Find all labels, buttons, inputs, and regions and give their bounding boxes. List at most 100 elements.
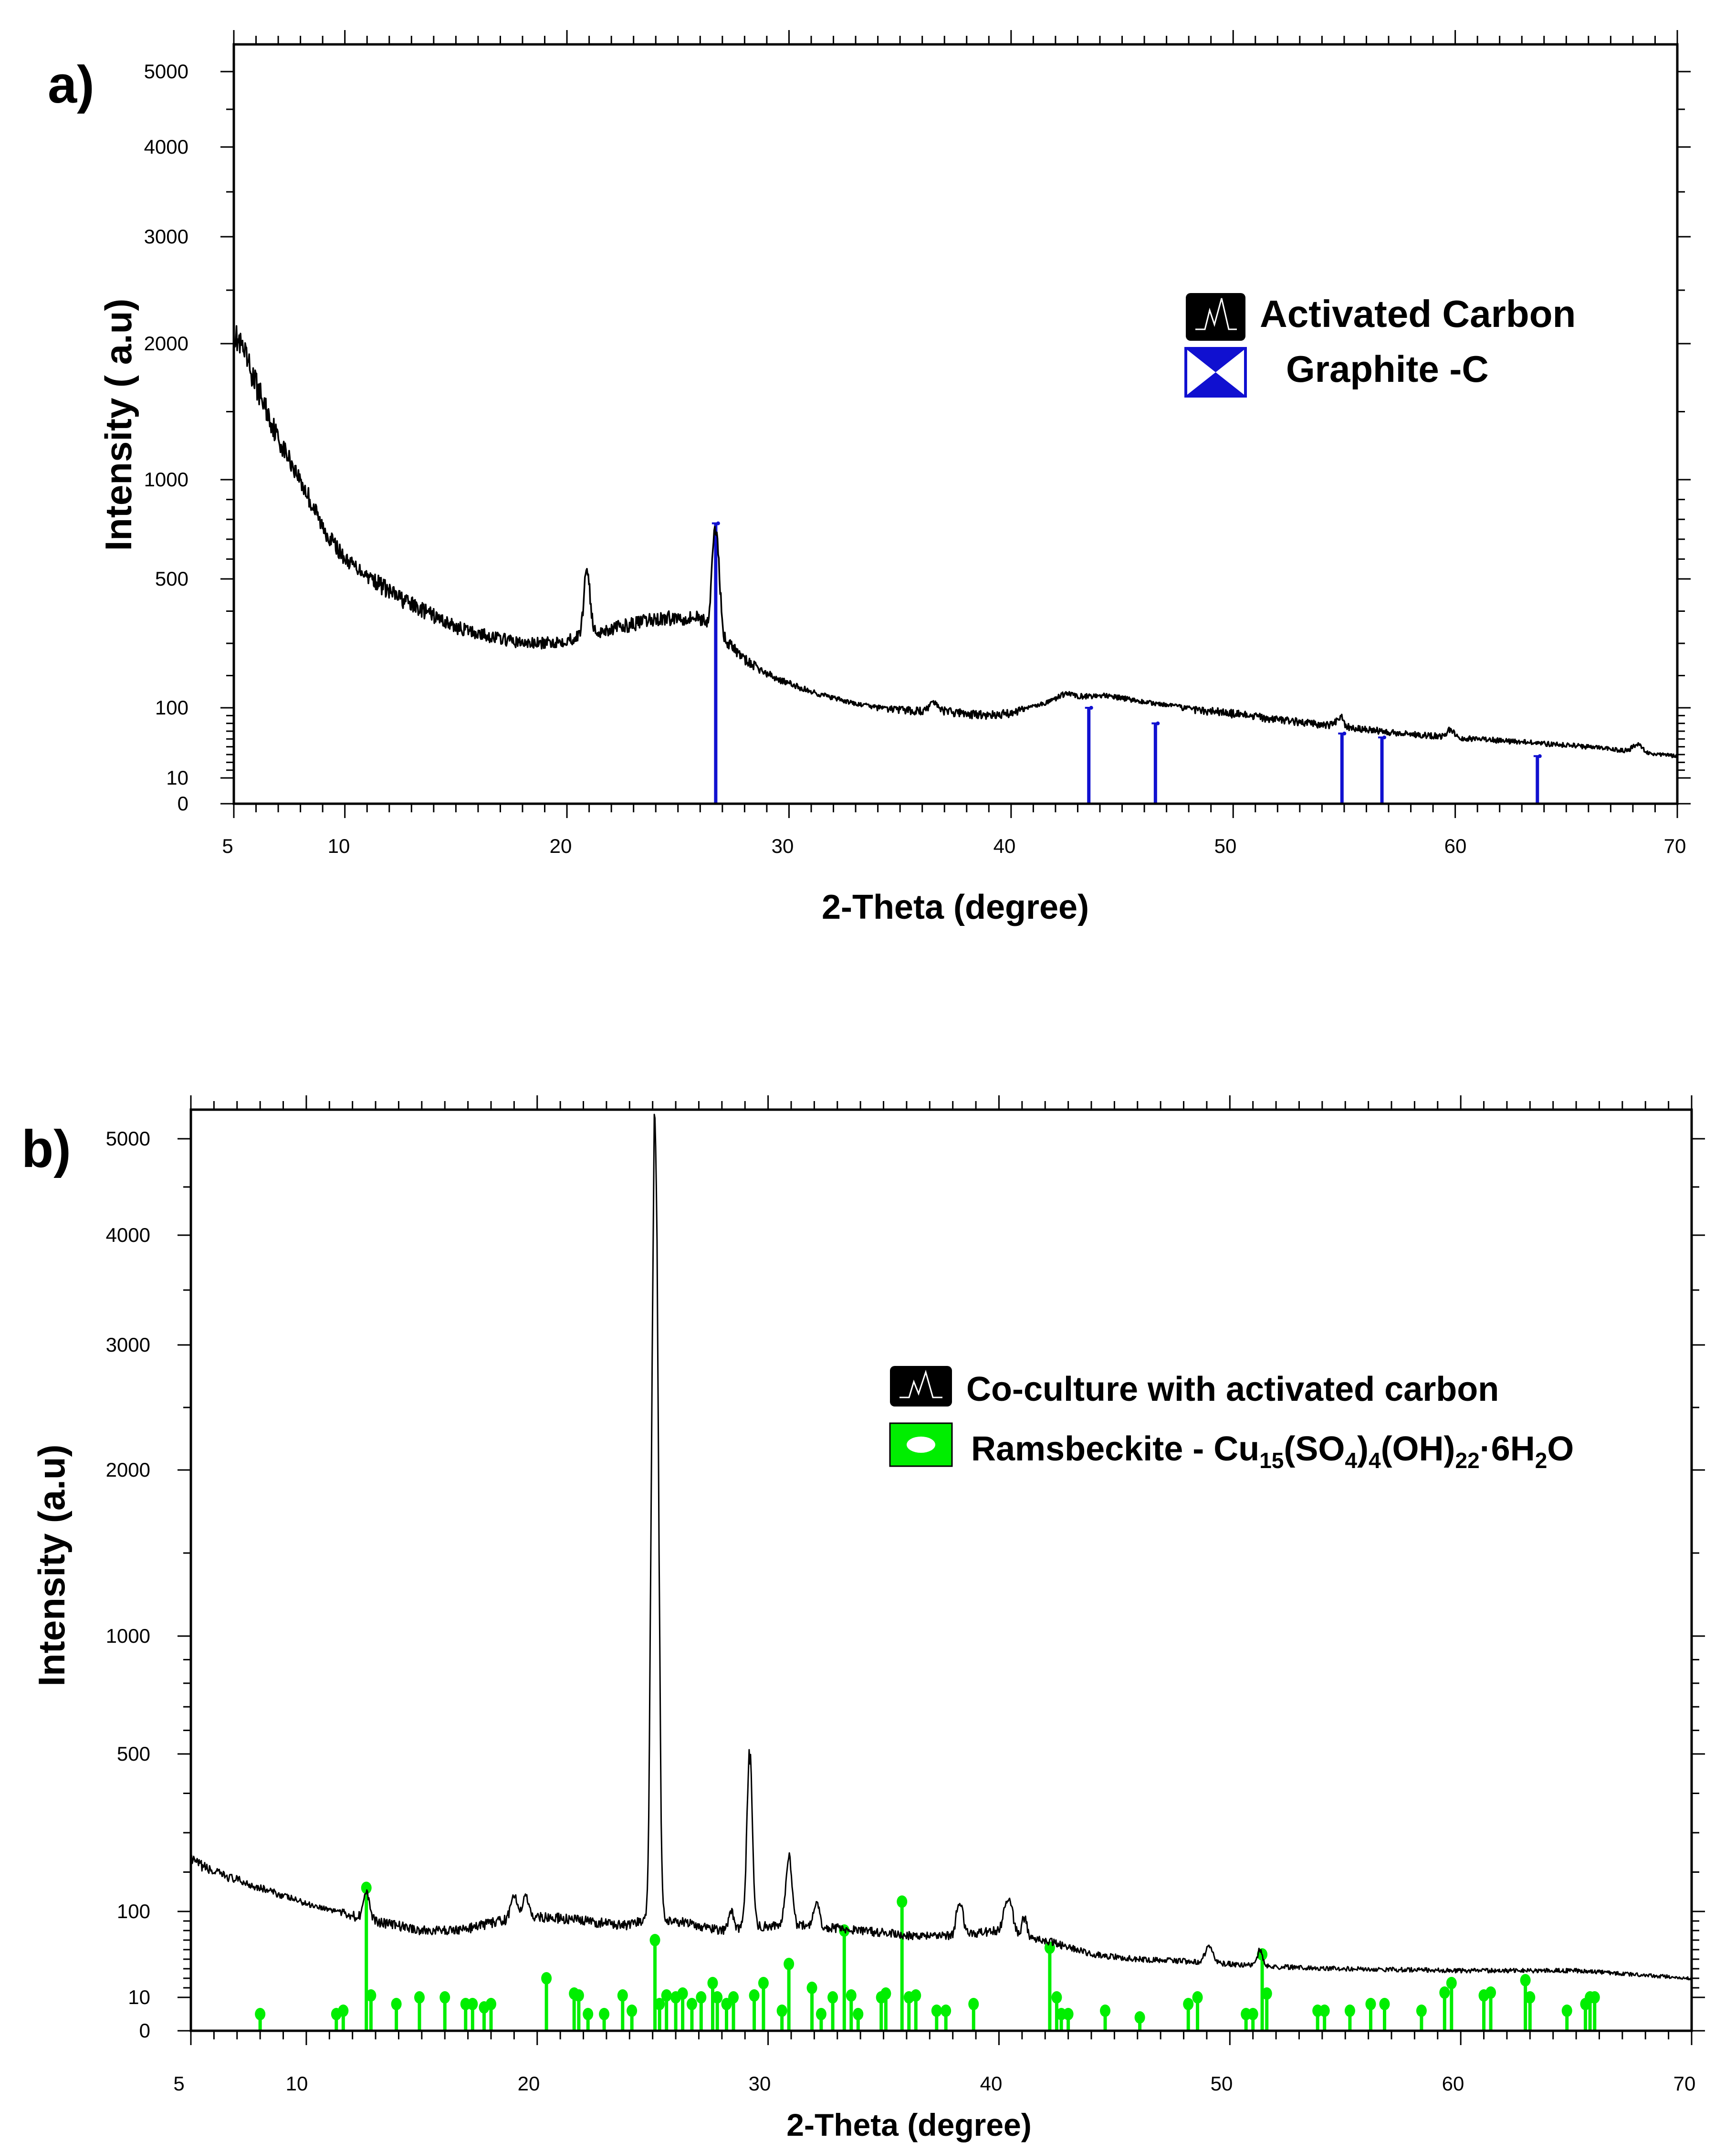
- reference-stick-marker: [1446, 1977, 1457, 1989]
- xrd-pattern-icon: [1186, 293, 1245, 341]
- y-tick-label: 1000: [106, 1625, 150, 1647]
- ramsbeckite-reference-sticks: [255, 1881, 1600, 2031]
- reference-stick-marker: [1100, 2005, 1111, 2017]
- x-tick-label: 5: [173, 2072, 184, 2095]
- y-tick-label: 2000: [144, 332, 188, 355]
- panel-a-y-tick-labels: 0 10 100 500 1000 2000 3000 4000 5000: [144, 60, 188, 815]
- formula-sub: 15: [1259, 1448, 1284, 1473]
- x-tick-label: 60: [1444, 835, 1467, 857]
- y-tick-label: 100: [155, 696, 188, 719]
- reference-stick-marker: [1247, 2008, 1258, 2020]
- xrd-pattern-icon-trace: [1195, 298, 1237, 330]
- y-tick-label: 1000: [144, 468, 188, 491]
- reference-stick-marker: [627, 2005, 638, 2017]
- legend-label-co-culture: Co-culture with activated carbon: [966, 1370, 1499, 1408]
- graphite-reference-sticks: [711, 521, 1542, 804]
- reference-stick-marker: [1382, 735, 1387, 740]
- y-tick-label: 0: [178, 792, 188, 815]
- legend-item-activated-carbon: Activated Carbon: [1186, 293, 1576, 341]
- reference-stick-marker: [1525, 1991, 1536, 2004]
- panel-a-x-tick-labels: 5 10 20 30 40 50 60 70: [222, 835, 1686, 857]
- reference-stick-marker: [931, 2005, 942, 2017]
- y-tick-label: 4000: [144, 136, 188, 158]
- reference-stick-marker: [1134, 2011, 1145, 2024]
- reference-stick-marker: [776, 2005, 787, 2017]
- legend-label-activated-carbon: Activated Carbon: [1260, 293, 1576, 335]
- xrd-pattern-icon-trace: [899, 1369, 942, 1398]
- legend-item-graphite: Graphite -C: [1184, 347, 1489, 398]
- reference-stick-marker: [758, 1977, 769, 1989]
- reference-stick-marker: [1183, 1998, 1194, 2010]
- panel-label-b: b): [21, 1120, 71, 1178]
- panel-b-tick-marks: [178, 1095, 1705, 2045]
- panel-b-plot-frame: [189, 1108, 1693, 2032]
- x-tick-label: 40: [993, 835, 1016, 857]
- x-tick-label: 30: [772, 835, 794, 857]
- panel-a-chart: a) 5 10 20 30 40 50 60 70 0 10 100 500 1000 2000 3000…: [48, 30, 1691, 926]
- y-tick-label: 100: [117, 1900, 150, 1922]
- reference-stick-marker: [255, 2008, 266, 2020]
- reference-stick-marker: [583, 2008, 594, 2020]
- x-tick-label: 50: [1214, 835, 1237, 857]
- formula-part: O: [1547, 1430, 1574, 1468]
- reference-stick-marker: [361, 1881, 372, 1894]
- legend-item-co-culture: Co-culture with activated carbon: [890, 1366, 1499, 1408]
- formula-prefix: Ramsbeckite - Cu: [971, 1430, 1259, 1468]
- panel-label-a: a): [48, 55, 94, 114]
- ellipse-icon: [907, 1437, 935, 1453]
- reference-stick-marker: [816, 2008, 826, 2020]
- reference-stick-marker: [1319, 2005, 1330, 2017]
- reference-stick-marker: [617, 1989, 628, 2002]
- reference-stick-marker: [1485, 1986, 1496, 1999]
- x-tick-label: 40: [980, 2072, 1003, 2095]
- formula-part: ): [1357, 1430, 1369, 1468]
- reference-stick-marker: [414, 1991, 425, 2004]
- reference-stick-marker: [721, 1998, 732, 2010]
- bowtie-icon-top: [1187, 350, 1244, 372]
- reference-stick-marker: [712, 1991, 723, 2004]
- reference-stick-marker: [1051, 1991, 1062, 2004]
- reference-stick-marker: [467, 1998, 478, 2010]
- reference-stick-marker: [880, 1987, 891, 2000]
- x-tick-label: 20: [550, 835, 572, 857]
- reference-stick-marker: [749, 1989, 760, 2002]
- reference-stick-marker: [486, 1998, 496, 2010]
- y-tick-label: 5000: [106, 1127, 150, 1150]
- reference-stick-marker: [707, 1977, 718, 1989]
- panel-a-legend: Activated Carbon Graphite -C: [1184, 293, 1576, 398]
- reference-stick-marker: [649, 1934, 660, 1946]
- bowtie-icon-bottom: [1187, 372, 1244, 395]
- reference-stick-marker: [686, 1998, 697, 2010]
- reference-stick-marker: [1589, 1991, 1600, 2004]
- reference-stick-marker: [853, 2008, 864, 2020]
- y-tick-label: 4000: [106, 1224, 150, 1246]
- legend-label-graphite: Graphite -C: [1286, 348, 1489, 390]
- reference-stick-marker: [1156, 721, 1160, 725]
- panel-b-legend: Co-culture with activated carbon Ramsbec…: [889, 1366, 1574, 1473]
- reference-stick-marker: [1089, 706, 1093, 710]
- legend-item-ramsbeckite: Ramsbeckite - Cu15(SO4)4(OH)22·6H2O: [889, 1422, 1574, 1473]
- co-culture-pattern: [190, 1113, 1692, 1981]
- x-tick-label: 10: [286, 2072, 308, 2095]
- reference-stick-marker: [1261, 1987, 1272, 2000]
- reference-stick-marker: [573, 1989, 584, 2002]
- panel-b-y-axis-title: Intensity (a.u): [31, 1444, 73, 1686]
- x-tick-label: 70: [1664, 835, 1686, 857]
- x-tick-label: 70: [1673, 2072, 1696, 2095]
- reference-stick-marker: [366, 1989, 376, 2002]
- reference-stick-marker: [1344, 2005, 1355, 2017]
- y-tick-label: 500: [155, 567, 188, 590]
- y-tick-label: 2000: [106, 1459, 150, 1481]
- reference-stick-marker: [391, 1998, 402, 2010]
- legend-label-ramsbeckite: Ramsbeckite - Cu15(SO4)4(OH)22·6H2O: [971, 1430, 1574, 1473]
- reference-stick-marker: [716, 521, 720, 525]
- y-tick-label: 5000: [144, 60, 188, 83]
- panel-b-chart: b) 5 10 20 30 40 50 60 70 0 10 100 500 1000 2000 3000…: [21, 1095, 1705, 2142]
- y-tick-label: 500: [117, 1743, 150, 1765]
- panel-a-plot-frame: [232, 43, 1679, 805]
- panel-b-x-axis-title: 2-Theta (degree): [786, 2107, 1031, 2142]
- panel-b-x-tick-labels: 5 10 20 30 40 50 60 70: [173, 2072, 1695, 2095]
- x-tick-label: 30: [749, 2072, 771, 2095]
- x-tick-label: 50: [1211, 2072, 1233, 2095]
